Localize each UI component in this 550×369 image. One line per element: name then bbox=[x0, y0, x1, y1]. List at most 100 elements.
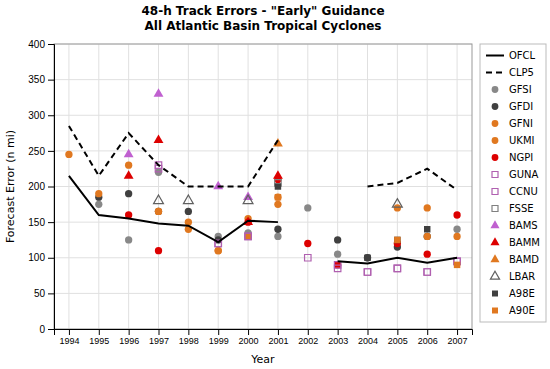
grid-line bbox=[457, 44, 458, 329]
point bbox=[364, 269, 370, 275]
grid-line bbox=[128, 44, 129, 329]
legend-swatch bbox=[492, 189, 498, 195]
point bbox=[364, 255, 370, 261]
grid-line bbox=[158, 44, 159, 329]
legend-swatch bbox=[490, 271, 499, 279]
point bbox=[424, 251, 431, 258]
point bbox=[245, 233, 251, 239]
point bbox=[304, 204, 311, 211]
tick-label: 200 bbox=[28, 181, 45, 192]
point bbox=[334, 251, 341, 258]
legend-entry: UKMI bbox=[492, 135, 535, 146]
tick-label: 2001 bbox=[268, 336, 288, 346]
series bbox=[95, 169, 461, 262]
legend-entry: GFSI bbox=[492, 84, 532, 95]
legend-label: UKMI bbox=[509, 135, 534, 146]
line bbox=[69, 126, 457, 190]
series bbox=[124, 88, 253, 200]
legend-box bbox=[480, 44, 546, 322]
marks bbox=[65, 88, 460, 275]
tick-label: 1999 bbox=[209, 336, 229, 346]
grid bbox=[54, 44, 472, 329]
tick: 250 bbox=[28, 146, 54, 157]
legend-label: LBAR bbox=[509, 271, 535, 282]
tick-mark bbox=[99, 329, 100, 335]
legend-swatch bbox=[490, 254, 499, 262]
tick-label: 2006 bbox=[418, 336, 438, 346]
tick-mark bbox=[48, 293, 54, 294]
point bbox=[424, 226, 430, 232]
tick: 1998 bbox=[179, 329, 199, 346]
tick-label: 100 bbox=[28, 252, 45, 263]
plot-frame bbox=[54, 44, 472, 329]
legend-entry: NGPI bbox=[492, 152, 534, 163]
point bbox=[454, 262, 460, 268]
grid-line bbox=[337, 44, 338, 329]
point bbox=[244, 233, 251, 240]
tick-label: 50 bbox=[34, 288, 46, 299]
point bbox=[394, 237, 400, 243]
point bbox=[125, 236, 132, 243]
tick-label: 2005 bbox=[388, 336, 408, 346]
legend-label: BAMM bbox=[509, 237, 540, 248]
legend-label: A90E bbox=[509, 305, 535, 316]
point bbox=[334, 262, 340, 268]
legend-entry: CCNU bbox=[492, 186, 538, 197]
tick-label: 400 bbox=[28, 39, 45, 50]
legend-swatch bbox=[492, 103, 499, 110]
x-axis: 1994199519961997199819992000200120022003… bbox=[55, 329, 473, 346]
legend-entry: BAMD bbox=[490, 254, 539, 265]
tick-mark bbox=[248, 329, 249, 335]
point bbox=[213, 181, 223, 190]
grid-line bbox=[98, 44, 99, 329]
axis-line bbox=[48, 45, 55, 330]
plot-area: 1994199519961997199819992000200120022003… bbox=[28, 39, 472, 347]
tick-mark bbox=[397, 329, 398, 335]
tick: 2005 bbox=[388, 329, 408, 346]
tick-label: 1997 bbox=[149, 336, 169, 346]
point bbox=[154, 135, 164, 144]
tick-mark bbox=[338, 329, 339, 335]
tick-mark bbox=[69, 329, 70, 335]
tick-label: 2003 bbox=[328, 336, 348, 346]
y-axis: 050100150200250300350400 bbox=[28, 39, 54, 335]
series bbox=[275, 183, 431, 261]
series bbox=[125, 176, 461, 269]
point bbox=[275, 183, 281, 189]
point bbox=[424, 233, 431, 240]
legend-label: A98E bbox=[509, 288, 535, 299]
point bbox=[273, 170, 283, 179]
tick: 50 bbox=[34, 288, 54, 299]
tick-mark bbox=[48, 151, 54, 152]
tick-label: 2000 bbox=[239, 336, 259, 346]
tick-mark bbox=[427, 329, 428, 335]
tick-mark bbox=[48, 258, 54, 259]
point bbox=[305, 255, 311, 261]
tick: 300 bbox=[28, 110, 54, 121]
legend-label: NGPI bbox=[509, 152, 533, 163]
tick-label: 2004 bbox=[358, 336, 378, 346]
point bbox=[124, 149, 134, 158]
x-axis-title: Year bbox=[250, 353, 275, 366]
legend-entry: CLP5 bbox=[486, 67, 534, 78]
tick-mark bbox=[457, 329, 458, 335]
point bbox=[155, 247, 162, 254]
tick-mark bbox=[188, 329, 189, 335]
y-axis-title: Forecast Error (n mi) bbox=[4, 130, 17, 243]
legend-label: GFSI bbox=[509, 84, 532, 95]
grid-line bbox=[54, 186, 472, 187]
series bbox=[275, 194, 461, 268]
legend-entry: GFNI bbox=[492, 118, 533, 129]
point bbox=[125, 161, 132, 168]
legend-swatch bbox=[490, 237, 499, 245]
grid-line bbox=[54, 79, 472, 80]
point bbox=[394, 265, 400, 271]
tick-mark bbox=[48, 80, 54, 81]
point bbox=[245, 233, 251, 239]
tick: 100 bbox=[28, 252, 54, 263]
series bbox=[155, 162, 460, 275]
tick: 0 bbox=[39, 324, 54, 335]
series bbox=[65, 151, 460, 254]
tick-label: 1996 bbox=[119, 336, 139, 346]
tick: 1996 bbox=[119, 329, 139, 346]
